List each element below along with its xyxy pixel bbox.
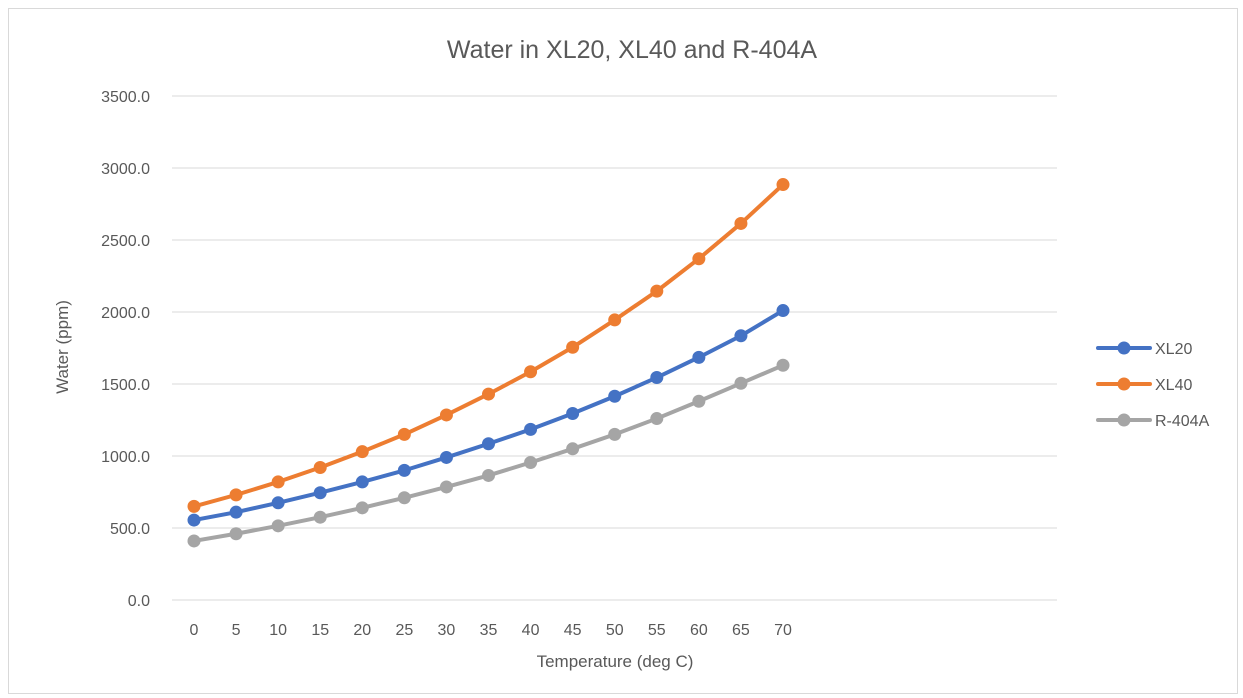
data-point [397,491,411,505]
data-point [734,329,748,343]
gridlines [172,95,1057,601]
x-tick-label: 0 [190,622,199,639]
data-point [692,252,706,266]
legend-label: R-404A [1155,413,1210,430]
legend-item: XL40 [1096,377,1192,394]
x-tick-label: 65 [732,622,750,639]
data-point [566,442,580,456]
series-line [192,182,785,509]
data-point [229,527,243,541]
data-point [355,501,369,515]
data-point [692,350,706,364]
data-point [608,427,622,441]
data-point [566,340,580,354]
legend-label: XL40 [1155,377,1192,394]
legend-marker [1117,377,1131,391]
data-point [439,408,453,422]
x-axis-label: Temperature (deg C) [537,652,694,671]
y-tick-label: 1000.0 [101,449,150,466]
data-point [397,463,411,477]
y-tick-label: 0.0 [128,593,150,610]
y-axis-label: Water (ppm) [53,300,72,394]
series-line [192,308,785,523]
legend: XL20 XL40 R-404A [1096,341,1210,430]
data-point [692,394,706,408]
data-point [524,455,538,469]
data-point [482,437,495,451]
data-point [313,486,327,500]
data-point [650,371,664,385]
legend-label: XL20 [1155,341,1192,358]
legend-item: R-404A [1096,413,1210,430]
x-tick-label: 45 [564,622,582,639]
data-point [524,422,538,436]
y-tick-label: 3000.0 [101,161,150,178]
data-point [187,534,201,548]
data-point [734,216,748,230]
data-point [566,407,580,421]
x-tick-label: 25 [395,622,413,639]
y-tick-label: 2500.0 [101,233,150,250]
data-point [271,496,285,510]
x-tick-label: 10 [269,622,287,639]
data-point [187,513,201,527]
data-point [271,519,285,533]
x-tick-label: 20 [353,622,371,639]
data-point [355,445,369,459]
chart-frame [8,8,1238,694]
y-tick-label: 500.0 [110,521,150,538]
x-tick-label: 50 [606,622,624,639]
data-point [439,480,453,494]
data-point [524,365,538,379]
data-point [229,505,243,519]
data-point [439,450,453,464]
data-point [776,178,790,192]
data-point [608,389,622,403]
y-tick-label: 3500.0 [101,89,150,106]
data-point [776,358,790,372]
legend-item: XL20 [1096,341,1192,358]
series-xl20 [187,304,790,527]
series-layer [187,178,790,548]
x-axis-ticks: 0 5 10 15 20 25 30 35 40 45 50 55 60 65 70 [190,622,792,639]
data-point [608,313,622,327]
x-tick-label: 55 [648,622,666,639]
data-point [271,475,285,489]
data-point [650,284,664,298]
legend-marker [1117,341,1131,355]
data-point [397,427,411,441]
data-point [355,475,369,489]
series-r-404a [187,358,790,548]
data-point [482,468,495,482]
x-tick-label: 30 [438,622,456,639]
x-tick-label: 60 [690,622,708,639]
x-tick-label: 40 [522,622,540,639]
chart-title: Water in XL20, XL40 and R-404A [447,36,817,64]
y-tick-label: 2000.0 [101,305,150,322]
y-axis-ticks: 0.0 500.0 1000.0 1500.0 2000.0 2500.0 3000.0 35… [101,89,150,610]
data-point [313,510,327,524]
series-xl40 [187,178,790,513]
legend-marker [1117,413,1131,427]
data-point [776,304,790,318]
y-tick-label: 1500.0 [101,377,150,394]
data-point [734,376,748,390]
data-point [229,488,243,502]
data-point [650,412,664,426]
x-tick-label: 5 [232,622,241,639]
data-point [482,387,495,401]
x-tick-label: 35 [480,622,498,639]
x-tick-label: 70 [774,622,792,639]
data-point [313,461,327,475]
x-tick-label: 15 [311,622,329,639]
data-point [187,499,201,513]
